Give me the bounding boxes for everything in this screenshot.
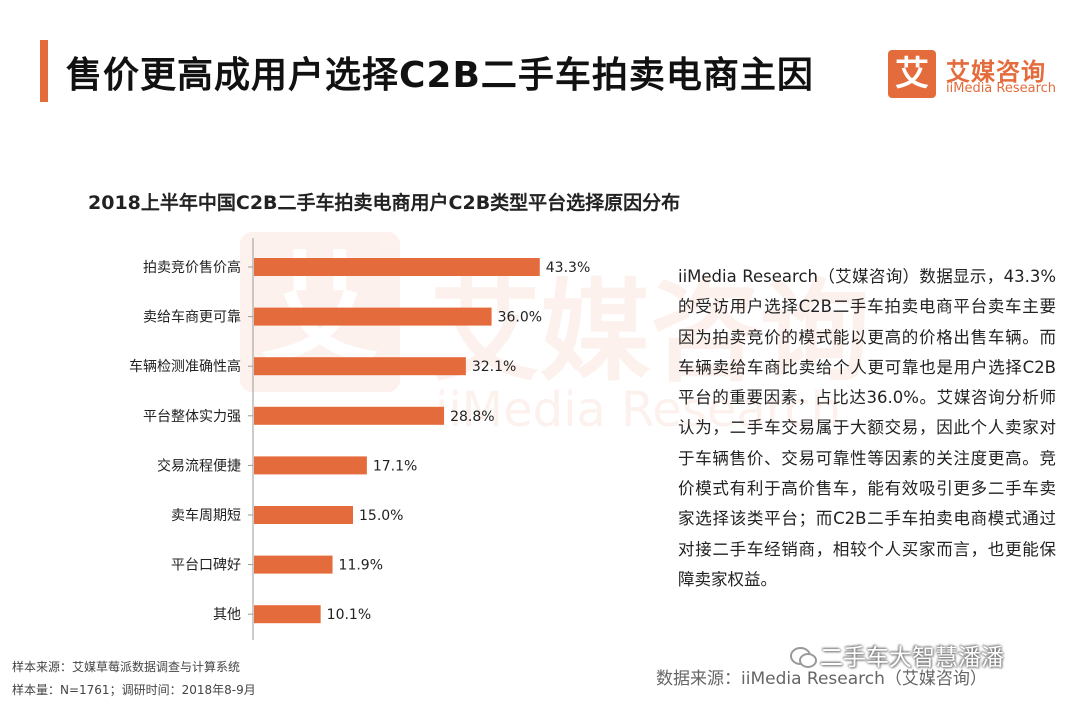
- bar: [254, 307, 492, 326]
- category-label: 其他: [213, 607, 241, 623]
- analysis-text: iiMedia Research（艾媒咨询）数据显示，43.3%的受访用户选择C…: [678, 267, 1056, 589]
- bar: [254, 357, 466, 376]
- category-label: 卖车周期短: [171, 507, 241, 524]
- bar-value-label: 10.1%: [327, 607, 371, 623]
- iimedia-logo: 艾 艾媒咨询 iiMedia Research: [888, 50, 1063, 100]
- logo-mark: 艾: [888, 50, 936, 98]
- title-accent-bar: [40, 40, 48, 102]
- category-label: 车辆检测准确性高: [129, 358, 241, 375]
- category-label: 拍卖竞价售价高: [143, 259, 241, 276]
- bar-value-label: 15.0%: [359, 508, 403, 524]
- category-label: 平台整体实力强: [143, 409, 241, 425]
- wechat-watermark: 二手车大智慧潘潘: [790, 638, 1004, 672]
- bar-value-label: 36.0%: [498, 310, 542, 326]
- bar: [254, 506, 353, 524]
- wechat-account-name: 二手车大智慧潘潘: [820, 645, 1004, 671]
- category-label: 卖给车商更可靠: [143, 309, 241, 326]
- bar: [254, 555, 333, 574]
- bars-group: 拍卖竞价售价高 43.3% 卖给车商更可靠 36.0% 车辆检测准确性高 32.1% 平台整…: [129, 258, 590, 624]
- bar-value-label: 17.1%: [373, 458, 417, 474]
- bar: [254, 456, 367, 475]
- data-source: 数据来源：iiMedia Research（艾媒咨询）: [656, 669, 987, 689]
- bar-value-label: 28.8%: [450, 409, 494, 425]
- bar-value-label: 11.9%: [339, 558, 383, 574]
- bar: [254, 605, 321, 624]
- wechat-icon: [790, 647, 817, 668]
- bar: [254, 406, 445, 425]
- bar: [254, 258, 540, 276]
- logo-en-text: iiMedia Research: [946, 81, 1057, 96]
- sample-size: 样本量：N=1761；调研时间：2018年8-9月: [12, 683, 256, 697]
- category-label: 交易流程便捷: [157, 457, 241, 474]
- bar-value-label: 43.3%: [546, 260, 590, 276]
- category-label: 平台口碑好: [171, 558, 241, 574]
- bar-chart: 拍卖竞价售价高 43.3% 卖给车商更可靠 36.0% 车辆检测准确性高 32.1% 平台整…: [129, 238, 590, 640]
- bar-value-label: 32.1%: [472, 359, 516, 375]
- chart-title: 2018上半年中国C2B二手车拍卖电商用户C2B类型平台选择原因分布: [88, 192, 681, 214]
- page-title: 售价更高成用户选择C2B二手车拍卖电商主因: [66, 55, 814, 96]
- sample-source: 样本来源：艾媒草莓派数据调查与计算系统: [12, 660, 241, 674]
- logo-cn-text: 艾媒咨询: [946, 58, 1046, 86]
